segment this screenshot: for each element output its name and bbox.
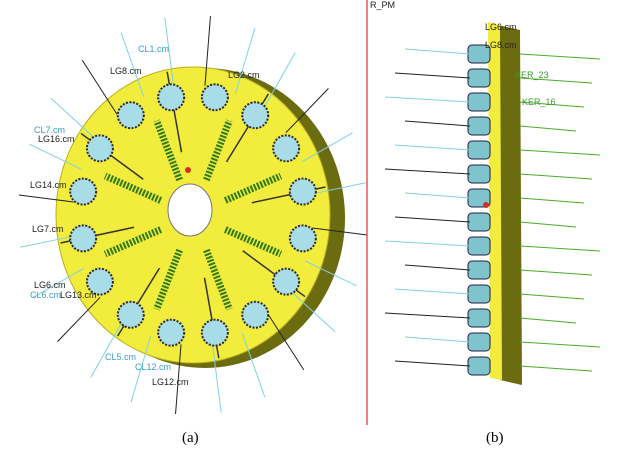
gear [468,117,490,135]
panel-b [385,22,600,385]
gear [468,357,490,375]
label: LG8.cm [485,40,517,50]
label: CL5.cm [105,352,136,362]
axis-arrow [520,246,600,251]
gear [468,93,490,111]
gear [273,135,299,161]
axis-arrow [520,198,584,203]
gear [202,84,228,110]
gear [290,225,316,251]
label: LG6.cm [34,280,66,290]
axis-arrow [395,145,470,150]
gear [202,320,228,346]
gear [468,141,490,159]
axis-arrow [58,297,101,341]
axis-arrow [385,241,470,246]
gear [468,285,490,303]
axis-arrow [520,366,592,371]
label: LG13.cm [60,290,97,300]
marker [185,167,191,173]
caption: (a) [182,430,199,446]
label: KER_23 [515,70,549,80]
axis-arrow [520,222,576,227]
gear [242,302,268,328]
caption: (b) [486,430,504,446]
panel-a [19,16,367,414]
axis-arrow [405,337,470,342]
label: LG8.cm [110,66,142,76]
axis-arrow [520,318,576,323]
axis-arrow [520,342,600,347]
axis-arrow [395,73,470,78]
label: CL1.cm [138,44,169,54]
axis-arrow [520,126,576,131]
label: LG12.cm [152,377,189,387]
gear [87,135,113,161]
axis-arrow [520,54,600,59]
marker [483,202,489,208]
axis-arrow [395,361,470,366]
gear [70,179,96,205]
gear [468,69,490,87]
label: KER_16 [522,97,556,107]
gear [468,261,490,279]
gear [118,102,144,128]
axis-arrow [395,217,470,222]
axis-arrow [520,150,600,155]
gear [70,225,96,251]
gear [468,165,490,183]
axis-arrow [405,193,470,198]
axis-arrow [395,289,470,294]
axis-arrow [405,265,470,270]
figure: R_PM CL1.cm LG8.cm LG2.cm CL7.cm LG16.cm… [0,0,622,456]
axis-arrow [385,169,470,174]
gear [242,102,268,128]
gear [468,213,490,231]
axis-arrow [385,97,470,102]
label: LG7.cm [32,224,64,234]
axis-arrow [405,121,470,126]
gear [118,302,144,328]
gear [158,84,184,110]
gear [158,320,184,346]
label: LG16.cm [38,134,75,144]
axis-arrow [385,313,470,318]
gear [273,269,299,295]
gear [468,309,490,327]
axis-arrow [520,174,592,179]
label: LG6.cm [485,22,517,32]
label: LG14.cm [30,180,67,190]
gear [290,179,316,205]
axis-arrow [405,49,470,54]
axis-arrow [520,270,592,275]
gear [468,237,490,255]
label: CL6.cm [30,290,61,300]
gear [468,333,490,351]
label: LG2.cm [228,70,260,80]
axis-arrow [520,294,584,299]
center-hole [168,184,212,236]
label: CL12.cm [135,362,171,372]
corner-label: R_PM [370,0,395,10]
